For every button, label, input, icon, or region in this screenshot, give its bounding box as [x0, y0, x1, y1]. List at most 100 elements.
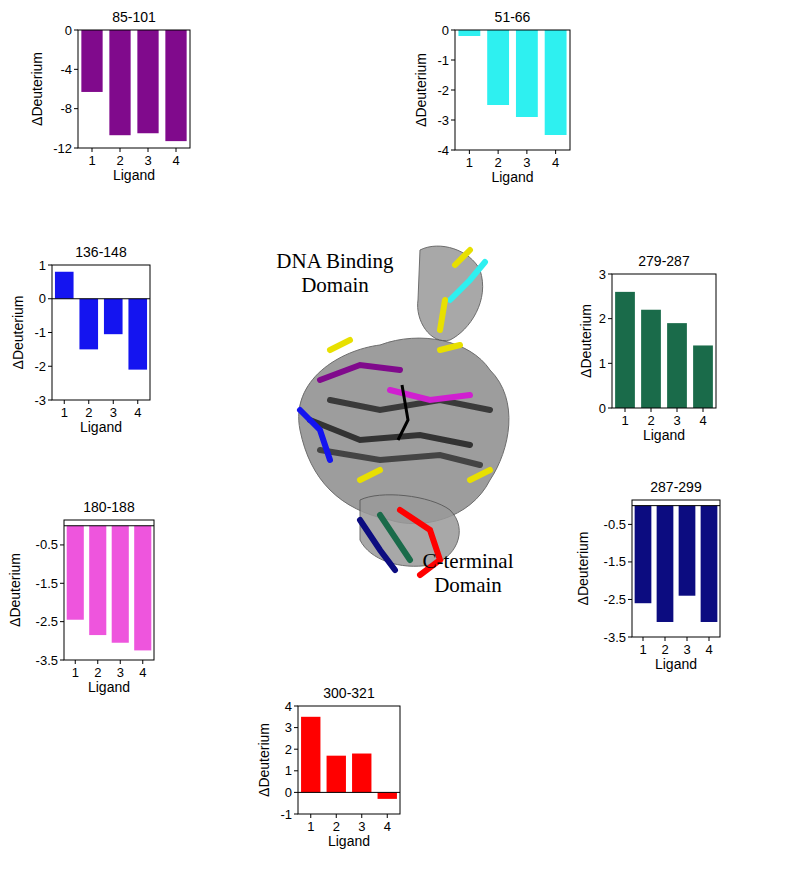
- x-tick-label: 3: [358, 819, 365, 834]
- bars: [81, 30, 186, 141]
- bar: [615, 292, 635, 408]
- y-tick: [451, 120, 455, 121]
- bar: [657, 506, 674, 622]
- y-tick-label: -3.5: [36, 653, 58, 668]
- x-tick: [625, 408, 626, 412]
- protein-ribbon: [320, 365, 400, 380]
- protein-ribbon: [440, 345, 460, 350]
- x-axis-label: Ligand: [88, 679, 130, 695]
- protein-ribbon: [455, 250, 470, 265]
- bar: [112, 526, 129, 643]
- x-tick: [176, 148, 177, 152]
- y-tick-label: 0: [599, 401, 606, 416]
- x-tick: [88, 400, 89, 404]
- protein-ribbon: [330, 400, 490, 410]
- y-axis-label: ΔDeuterium: [10, 296, 26, 370]
- plot-frame: [78, 30, 190, 148]
- x-tick-label: 4: [699, 413, 706, 428]
- y-tick-label: -3: [34, 393, 46, 408]
- x-tick: [64, 400, 65, 404]
- bar: [128, 299, 147, 370]
- y-tick: [60, 544, 64, 545]
- plot-frame: [52, 265, 150, 400]
- protein-ribbon: [360, 470, 380, 480]
- bar: [89, 526, 106, 635]
- bar-chart: 136-148-3-2-1011234LigandΔDeuterium: [10, 244, 150, 435]
- x-tick-label: 1: [639, 642, 646, 657]
- y-tick-label: 2: [599, 311, 606, 326]
- x-axis-label: Ligand: [655, 656, 697, 672]
- y-tick-label: 0: [285, 785, 292, 800]
- y-tick: [60, 621, 64, 622]
- bars: [55, 272, 147, 370]
- x-tick-label: 4: [705, 642, 712, 657]
- bar: [693, 345, 713, 408]
- bar-chart: 287-299-3.5-2.5-1.5-0.51234LigandΔDeuter…: [575, 479, 720, 672]
- x-tick: [651, 408, 652, 412]
- x-tick-label: 4: [134, 405, 141, 420]
- bar: [516, 30, 538, 117]
- bar: [109, 30, 130, 135]
- x-tick-label: 1: [621, 413, 628, 428]
- y-axis-label: ΔDeuterium: [578, 304, 594, 378]
- bar-chart: 279-28701231234LigandΔDeuterium: [578, 253, 717, 443]
- y-tick: [608, 318, 612, 319]
- x-tick-label: 1: [88, 153, 95, 168]
- x-tick: [148, 148, 149, 152]
- y-tick: [294, 706, 298, 707]
- y-tick: [608, 408, 612, 409]
- y-tick-label: -4: [60, 62, 72, 77]
- bar: [104, 299, 123, 334]
- bar: [81, 30, 102, 92]
- bars: [458, 30, 566, 135]
- x-tick-label: 2: [333, 819, 340, 834]
- x-tick: [677, 408, 678, 412]
- y-tick-label: -3.5: [604, 630, 626, 645]
- x-axis-label: Ligand: [113, 167, 155, 183]
- bar: [487, 30, 509, 105]
- bar-chart: 51-66-4-3-2-101234LigandΔDeuterium: [413, 9, 570, 185]
- x-axis-label: Ligand: [80, 419, 122, 435]
- x-tick-label: 2: [495, 155, 502, 170]
- y-tick-label: 1: [285, 763, 292, 778]
- x-tick-label: 3: [144, 153, 151, 168]
- plot-frame: [64, 520, 154, 660]
- y-tick: [628, 637, 632, 638]
- bar: [545, 30, 567, 135]
- zero-line: [64, 525, 154, 526]
- bar: [679, 506, 696, 596]
- y-tick: [60, 583, 64, 584]
- bar-chart: 300-321-1012341234LigandΔDeuterium: [256, 685, 400, 849]
- y-tick-label: -2: [437, 83, 449, 98]
- x-tick-label: 3: [683, 642, 690, 657]
- y-tick: [48, 366, 52, 367]
- protein-ribbon: [330, 340, 350, 350]
- plot-frame: [612, 274, 716, 408]
- y-tick-label: 1: [599, 356, 606, 371]
- y-tick-label: -1: [280, 807, 292, 822]
- x-tick: [75, 660, 76, 664]
- bar: [378, 792, 397, 798]
- x-tick: [142, 660, 143, 664]
- bars: [635, 506, 718, 622]
- y-tick: [294, 792, 298, 793]
- domain-label: Domain: [301, 273, 369, 297]
- y-tick: [628, 524, 632, 525]
- bar: [137, 30, 158, 133]
- ligand: [398, 385, 408, 440]
- y-tick-label: -2: [34, 359, 46, 374]
- y-tick-label: 3: [599, 267, 606, 282]
- protein-ribbon: [440, 300, 445, 330]
- plot-frame: [298, 706, 400, 814]
- x-tick-label: 3: [110, 405, 117, 420]
- x-tick-label: 2: [85, 405, 92, 420]
- bars: [67, 526, 152, 651]
- protein-ribbon: [470, 470, 490, 480]
- bar: [67, 526, 84, 620]
- domain-label: DNA Binding: [276, 249, 394, 273]
- x-tick: [97, 660, 98, 664]
- x-tick: [703, 408, 704, 412]
- zero-line: [52, 298, 150, 299]
- x-tick: [310, 814, 311, 818]
- y-tick-label: -8: [60, 101, 72, 116]
